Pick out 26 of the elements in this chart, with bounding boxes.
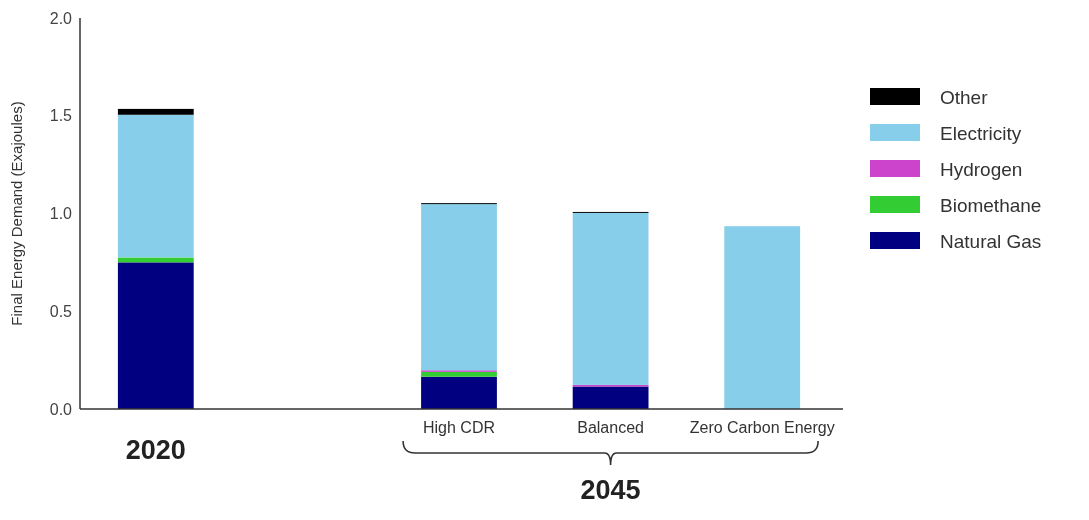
- y-tick-label: 2.0: [49, 9, 73, 27]
- bar: [724, 226, 801, 409]
- bar: [421, 371, 497, 377]
- bar: [117, 257, 194, 263]
- legend-label: Natural Gas: [940, 230, 1042, 252]
- bar: [117, 262, 194, 409]
- text: 2045: [580, 475, 641, 505]
- bar: [421, 204, 497, 371]
- legend-label: Hydrogen: [940, 158, 1023, 180]
- bar: [572, 212, 649, 385]
- legend-label: Biomethane: [940, 194, 1042, 216]
- bar: [572, 386, 649, 409]
- legend-label: Other: [940, 86, 989, 108]
- legend-label: Electricity: [940, 122, 1022, 144]
- y-tick-label: 0.5: [49, 302, 73, 320]
- x-tick-label: Balanced: [577, 419, 644, 436]
- bar: [117, 108, 194, 115]
- y-tick-label: 1.0: [49, 205, 73, 223]
- bar: [117, 114, 194, 258]
- x-tick-label: 2020: [125, 435, 186, 465]
- bar: [421, 376, 497, 409]
- y-tick-label: 0.0: [49, 400, 73, 418]
- x-tick-label: High CDR: [422, 419, 496, 436]
- y-axis-title: Final Energy Demand (Exajoules): [8, 101, 25, 326]
- y-tick-label: 1.5: [49, 107, 73, 125]
- x-tick-label: Zero Carbon Energy: [689, 419, 835, 436]
